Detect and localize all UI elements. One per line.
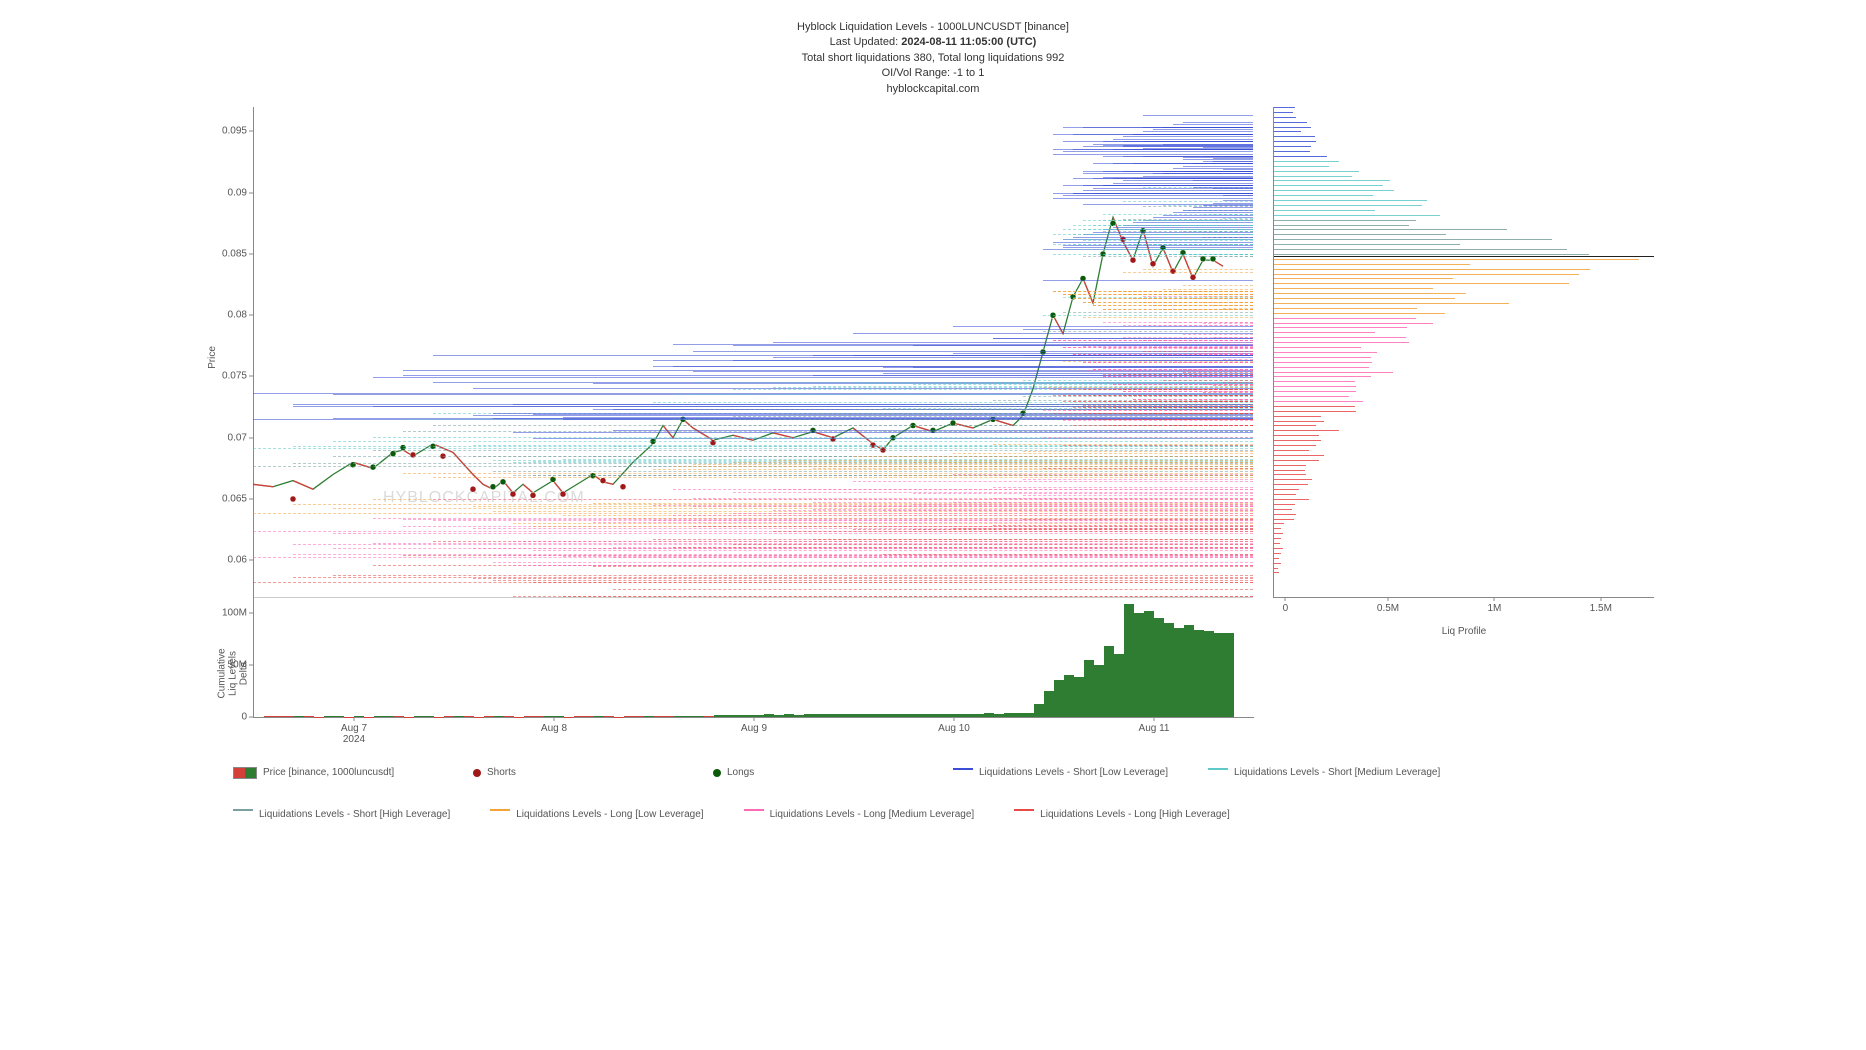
title-line5: hyblockcapital.com	[203, 82, 1663, 97]
profile-x-tick: 1.5M	[1590, 603, 1612, 614]
liq-profile-chart[interactable]: Liq Profile 00.5M1M1.5M	[1273, 107, 1654, 598]
delta-row: Cumulative Liq Levels Delta Aug 72024Aug…	[203, 597, 1663, 717]
legend-item: Price [binance, 1000luncusdt]	[233, 767, 433, 779]
x-tick: Aug 72024	[341, 723, 367, 745]
delta-y-tick: 0	[241, 711, 247, 722]
delta-chart[interactable]: Aug 72024Aug 8Aug 9Aug 10Aug 11	[253, 597, 1254, 718]
legend-item: Liquidations Levels - Short [High Levera…	[233, 809, 450, 820]
y-tick: 0.095	[222, 126, 247, 137]
y-axis-label: Price	[207, 346, 218, 369]
delta-y-tick: 100M	[222, 607, 247, 618]
legend-item: Liquidations Levels - Long [Low Leverage…	[490, 809, 703, 820]
price-chart[interactable]: HYBLOCKCAPITAL.COM	[253, 107, 1253, 598]
legend-item: Longs	[713, 767, 913, 779]
y-tick: 0.085	[222, 248, 247, 259]
legend-item: Liquidations Levels - Short [Low Leverag…	[953, 767, 1168, 779]
chart-title: Hyblock Liquidation Levels - 1000LUNCUSD…	[203, 20, 1663, 97]
title-line4: OI/Vol Range: -1 to 1	[203, 66, 1663, 81]
y-tick: 0.07	[228, 432, 247, 443]
x-tick: Aug 10	[938, 723, 970, 734]
y-tick: 0.06	[228, 555, 247, 566]
profile-x-tick: 0	[1283, 603, 1289, 614]
legend-item: Shorts	[473, 767, 673, 779]
y-tick: 0.09	[228, 187, 247, 198]
legend: Price [binance, 1000luncusdt] Shorts Longs…	[203, 767, 1663, 820]
profile-x-tick: 1M	[1487, 603, 1501, 614]
main-row: Price HYBLOCKCAPITAL.COM 0.06 0.065 0.07 0.…	[203, 107, 1663, 597]
profile-title: Liq Profile	[1442, 626, 1486, 637]
profile-x-tick: 0.5M	[1377, 603, 1399, 614]
y-tick: 0.075	[222, 371, 247, 382]
legend-item: Liquidations Levels - Long [Medium Lever…	[744, 809, 975, 820]
delta-y-tick: 50M	[228, 659, 247, 670]
title-line2: Last Updated: 2024-08-11 11:05:00 (UTC)	[203, 35, 1663, 50]
title-line1: Hyblock Liquidation Levels - 1000LUNCUSD…	[203, 20, 1663, 35]
y-tick: 0.08	[228, 310, 247, 321]
title-line3: Total short liquidations 380, Total long…	[203, 51, 1663, 66]
x-tick: Aug 11	[1139, 723, 1170, 734]
legend-item: Liquidations Levels - Long [High Leverag…	[1014, 809, 1230, 820]
chart-container: Hyblock Liquidation Levels - 1000LUNCUSD…	[203, 20, 1663, 820]
x-tick: Aug 9	[741, 723, 767, 734]
x-tick: Aug 8	[541, 723, 567, 734]
legend-item: Liquidations Levels - Short [Medium Leve…	[1208, 767, 1440, 779]
y-tick: 0.065	[222, 493, 247, 504]
delta-axis-label: Cumulative Liq Levels Delta	[217, 633, 250, 713]
